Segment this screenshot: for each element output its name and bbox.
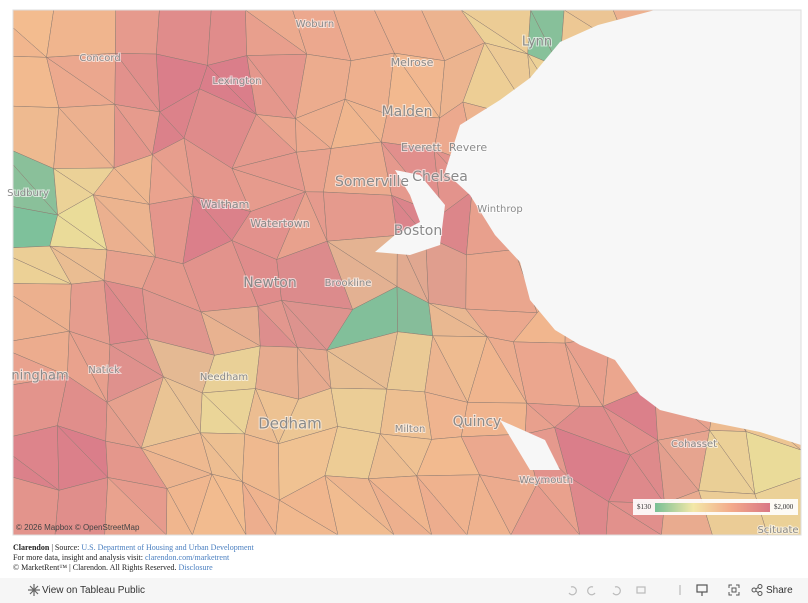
ocean	[375, 10, 801, 470]
region	[466, 474, 512, 535]
place-label: Malden	[382, 104, 433, 120]
region	[166, 487, 193, 535]
legend-max: $2,000	[774, 503, 794, 511]
region	[745, 431, 801, 495]
region	[104, 476, 167, 535]
place-label: ningham	[11, 369, 68, 384]
place-label: Weymouth	[519, 475, 573, 486]
tableau-icon	[28, 584, 40, 596]
toolbar-icons	[568, 584, 708, 596]
region	[510, 483, 581, 535]
bay	[500, 420, 560, 470]
footer: Clarendon | Source: U.S. Department of H…	[13, 543, 793, 573]
disclosure-link[interactable]: Disclosure	[178, 563, 213, 572]
toolbar: View on Tableau Public Share	[0, 578, 808, 603]
legend-scale	[655, 503, 770, 512]
place-label: Newton	[243, 275, 296, 291]
region	[323, 191, 398, 242]
place-label: Lexington	[212, 76, 261, 87]
region	[275, 499, 339, 535]
view-on-tableau[interactable]: View on Tableau Public	[42, 585, 146, 596]
region	[324, 474, 395, 535]
place-label: Waltham	[201, 198, 250, 211]
place-label: Chelsea	[412, 169, 468, 185]
region	[567, 475, 609, 535]
place-label: Concord	[79, 53, 120, 64]
place-labels: Woburn Concord Lexington Lynn Melrose Malden E…	[6, 18, 799, 537]
ocean-shape	[445, 10, 801, 445]
region	[605, 501, 662, 535]
place-label: Watertown	[250, 217, 310, 230]
region	[13, 477, 60, 535]
source-prefix: | Source:	[49, 543, 82, 552]
share-icon[interactable]	[751, 584, 763, 596]
place-label: Melrose	[391, 56, 434, 69]
nahant	[548, 60, 580, 142]
place-label: Brookline	[325, 278, 372, 289]
place-label: Everett	[401, 141, 442, 154]
attribution: © 2026 Mapbox © OpenStreetMap	[16, 523, 140, 532]
source-link[interactable]: U.S. Department of Housing and Urban Dev…	[81, 543, 254, 552]
share[interactable]: Share	[766, 585, 793, 596]
place-label: Cohasset	[671, 439, 717, 450]
region	[192, 473, 247, 535]
region	[115, 10, 160, 55]
place-label: Milton	[395, 424, 426, 435]
legend-min: $130	[637, 503, 652, 511]
brand: Clarendon	[13, 543, 50, 552]
place-label: Quincy	[453, 414, 502, 430]
place-label: Revere	[449, 141, 487, 154]
region	[242, 481, 277, 535]
place-label: Natick	[88, 365, 120, 376]
region	[54, 477, 109, 535]
place-label: Needham	[200, 372, 248, 383]
region	[416, 475, 468, 535]
more-link[interactable]: clarendon.com/marketrent	[144, 553, 230, 562]
place-label: Scituate	[757, 525, 798, 536]
place-label: Woburn	[296, 19, 334, 30]
map: Woburn Concord Lexington Lynn Melrose Malden E…	[6, 9, 802, 537]
place-label: Sudbury	[7, 188, 49, 199]
map-frame	[12, 9, 802, 536]
place-label: Boston	[394, 223, 442, 239]
region	[46, 10, 116, 58]
place-label: Somerville	[335, 174, 409, 190]
place-label: Winthrop	[477, 204, 522, 215]
fullscreen-icon[interactable]	[728, 584, 740, 596]
more-prefix: For more data, insight and analysis visi…	[13, 553, 145, 562]
region	[367, 478, 433, 535]
place-label: Dedham	[258, 415, 322, 433]
place-label: Lynn	[522, 35, 552, 50]
harbor	[375, 170, 445, 255]
rights: © MarketRent™ | Clarendon. All Rights Re…	[13, 563, 179, 572]
